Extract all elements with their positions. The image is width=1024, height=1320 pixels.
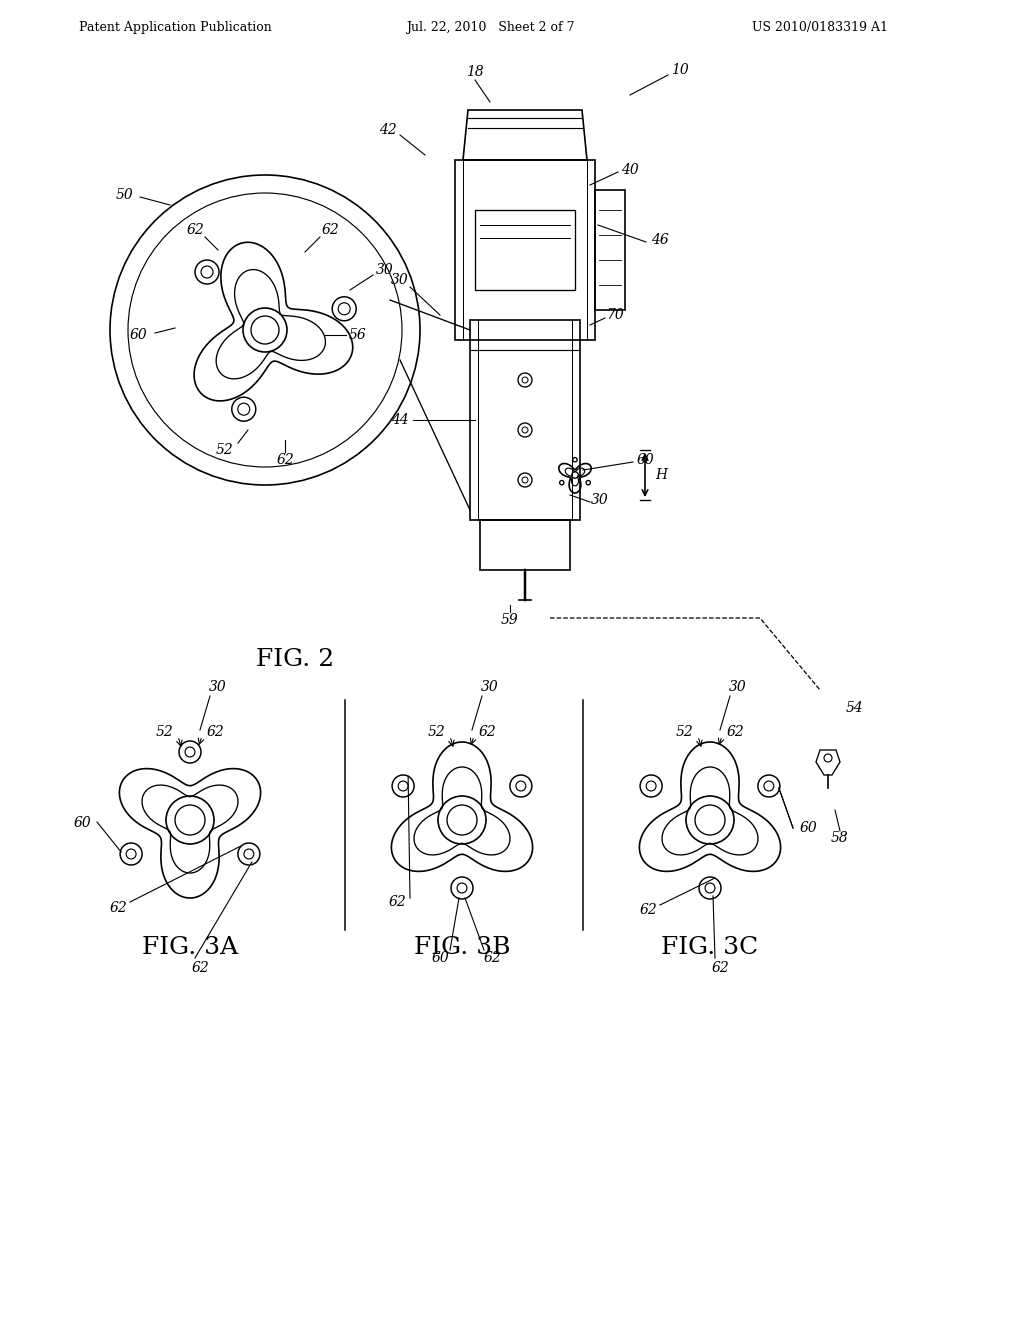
Text: 62: 62 xyxy=(322,223,339,238)
Text: 62: 62 xyxy=(276,453,294,467)
Text: 42: 42 xyxy=(379,123,397,137)
Text: 30: 30 xyxy=(591,492,609,507)
Text: FIG. 3A: FIG. 3A xyxy=(142,936,239,960)
Text: 44: 44 xyxy=(391,413,409,426)
Text: 59: 59 xyxy=(501,612,519,627)
Text: US 2010/0183319 A1: US 2010/0183319 A1 xyxy=(752,21,888,33)
Text: 30: 30 xyxy=(391,273,409,286)
Text: 60: 60 xyxy=(636,453,654,467)
Text: 10: 10 xyxy=(671,63,689,77)
Text: 62: 62 xyxy=(726,725,743,739)
Text: 18: 18 xyxy=(466,65,484,79)
Text: 60: 60 xyxy=(129,327,146,342)
Text: 62: 62 xyxy=(483,950,501,965)
Text: 62: 62 xyxy=(110,902,127,915)
Text: H: H xyxy=(655,469,667,482)
Text: 52: 52 xyxy=(676,725,694,739)
Text: 62: 62 xyxy=(206,725,224,739)
Text: 62: 62 xyxy=(478,725,496,739)
Text: 52: 52 xyxy=(156,725,174,739)
Text: 30: 30 xyxy=(209,680,227,694)
Text: Jul. 22, 2010   Sheet 2 of 7: Jul. 22, 2010 Sheet 2 of 7 xyxy=(406,21,574,33)
Text: 56: 56 xyxy=(349,327,367,342)
Text: FIG. 2: FIG. 2 xyxy=(256,648,334,672)
Text: 50: 50 xyxy=(116,187,134,202)
Text: 62: 62 xyxy=(186,223,204,238)
Text: FIG. 3C: FIG. 3C xyxy=(662,936,759,960)
Text: 62: 62 xyxy=(388,895,406,909)
Text: 70: 70 xyxy=(606,308,624,322)
Text: 40: 40 xyxy=(622,162,639,177)
Text: 30: 30 xyxy=(729,680,746,694)
Text: 60: 60 xyxy=(431,950,449,965)
Text: 52: 52 xyxy=(428,725,445,739)
Text: 60: 60 xyxy=(73,816,91,830)
Text: 54: 54 xyxy=(846,701,864,715)
Text: Patent Application Publication: Patent Application Publication xyxy=(79,21,271,33)
Text: 62: 62 xyxy=(191,961,209,975)
Text: 62: 62 xyxy=(711,961,729,975)
Text: 30: 30 xyxy=(376,263,394,277)
Text: 30: 30 xyxy=(481,680,499,694)
Text: 58: 58 xyxy=(831,832,849,845)
Text: 62: 62 xyxy=(639,903,656,917)
Text: 60: 60 xyxy=(799,821,817,836)
Text: FIG. 3B: FIG. 3B xyxy=(414,936,510,960)
Text: 52: 52 xyxy=(216,444,233,457)
Text: 46: 46 xyxy=(651,234,669,247)
